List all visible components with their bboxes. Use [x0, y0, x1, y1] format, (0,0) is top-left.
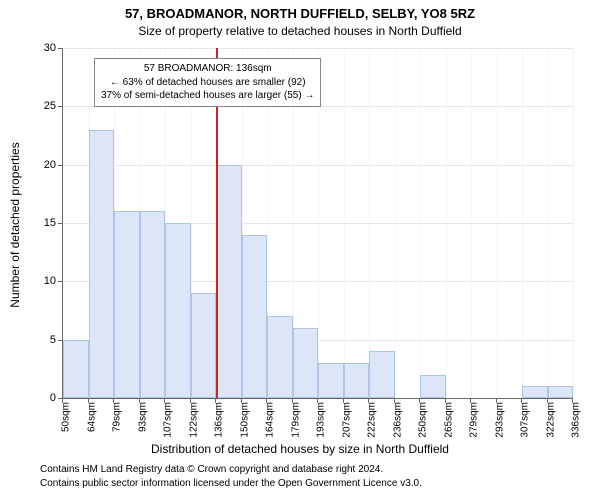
- histogram-bar: [420, 375, 446, 398]
- ytick-mark: [58, 165, 63, 166]
- xtick-label: 136sqm: [214, 402, 225, 438]
- ytick-label: 25: [28, 100, 56, 112]
- histogram-bar: [369, 351, 395, 398]
- xtick-label: 93sqm: [137, 402, 148, 432]
- ytick-label: 10: [28, 275, 56, 287]
- histogram-bar: [267, 316, 293, 398]
- gridline-v: [369, 48, 370, 398]
- chart-subtitle: Size of property relative to detached ho…: [0, 24, 600, 38]
- ytick-label: 20: [28, 159, 56, 171]
- gridline-v: [344, 48, 345, 398]
- ytick-label: 15: [28, 217, 56, 229]
- xtick-label: 279sqm: [469, 402, 480, 438]
- xtick-label: 150sqm: [239, 402, 250, 438]
- histogram-bar: [63, 340, 89, 398]
- histogram-bar: [216, 165, 242, 398]
- annotation-box: 57 BROADMANOR: 136sqm ← 63% of detached …: [94, 58, 321, 107]
- ytick-label: 0: [28, 392, 56, 404]
- xtick-label: 293sqm: [494, 402, 505, 438]
- xtick-label: 79sqm: [112, 402, 123, 432]
- annotation-line-3: 37% of semi-detached houses are larger (…: [101, 89, 314, 103]
- xtick-label: 222sqm: [367, 402, 378, 438]
- xtick-label: 64sqm: [86, 402, 97, 432]
- gridline-v: [573, 48, 574, 398]
- gridline-v: [471, 48, 472, 398]
- xtick-label: 122sqm: [188, 402, 199, 438]
- ytick-mark: [58, 48, 63, 49]
- xtick-label: 265sqm: [443, 402, 454, 438]
- xtick-label: 336sqm: [571, 402, 582, 438]
- xtick-label: 107sqm: [163, 402, 174, 438]
- xtick-label: 236sqm: [392, 402, 403, 438]
- xtick-label: 164sqm: [265, 402, 276, 438]
- y-axis-label: Number of detached properties: [8, 142, 22, 307]
- histogram-bar: [140, 211, 166, 398]
- xtick-label: 50sqm: [61, 402, 72, 432]
- histogram-bar: [191, 293, 217, 398]
- histogram-bar: [548, 386, 574, 398]
- xtick-label: 322sqm: [545, 402, 556, 438]
- annotation-line-2: ← 63% of detached houses are smaller (92…: [101, 76, 314, 90]
- histogram-bar: [522, 386, 548, 398]
- histogram-bar: [344, 363, 370, 398]
- gridline-v: [446, 48, 447, 398]
- gridline-v: [420, 48, 421, 398]
- gridline-v: [548, 48, 549, 398]
- ytick-label: 30: [28, 42, 56, 54]
- histogram-bar: [89, 130, 115, 398]
- footer-copyright-1: Contains HM Land Registry data © Crown c…: [40, 464, 383, 475]
- gridline-v: [395, 48, 396, 398]
- xtick-label: 193sqm: [316, 402, 327, 438]
- gridline-v: [522, 48, 523, 398]
- histogram-bar: [242, 235, 268, 398]
- histogram-bar: [165, 223, 191, 398]
- chart-title: 57, BROADMANOR, NORTH DUFFIELD, SELBY, Y…: [0, 6, 600, 21]
- xtick-label: 307sqm: [520, 402, 531, 438]
- ytick-label: 5: [28, 334, 56, 346]
- ytick-mark: [58, 223, 63, 224]
- annotation-line-1: 57 BROADMANOR: 136sqm: [101, 62, 314, 76]
- histogram-bar: [293, 328, 319, 398]
- gridline-v: [497, 48, 498, 398]
- footer-copyright-2: Contains public sector information licen…: [40, 478, 422, 489]
- histogram-bar: [114, 211, 140, 398]
- chart-container: 57, BROADMANOR, NORTH DUFFIELD, SELBY, Y…: [0, 0, 600, 500]
- histogram-bar: [318, 363, 344, 398]
- xtick-label: 207sqm: [341, 402, 352, 438]
- x-axis-label: Distribution of detached houses by size …: [0, 442, 600, 456]
- ytick-mark: [58, 281, 63, 282]
- xtick-label: 179sqm: [290, 402, 301, 438]
- xtick-label: 250sqm: [418, 402, 429, 438]
- ytick-mark: [58, 106, 63, 107]
